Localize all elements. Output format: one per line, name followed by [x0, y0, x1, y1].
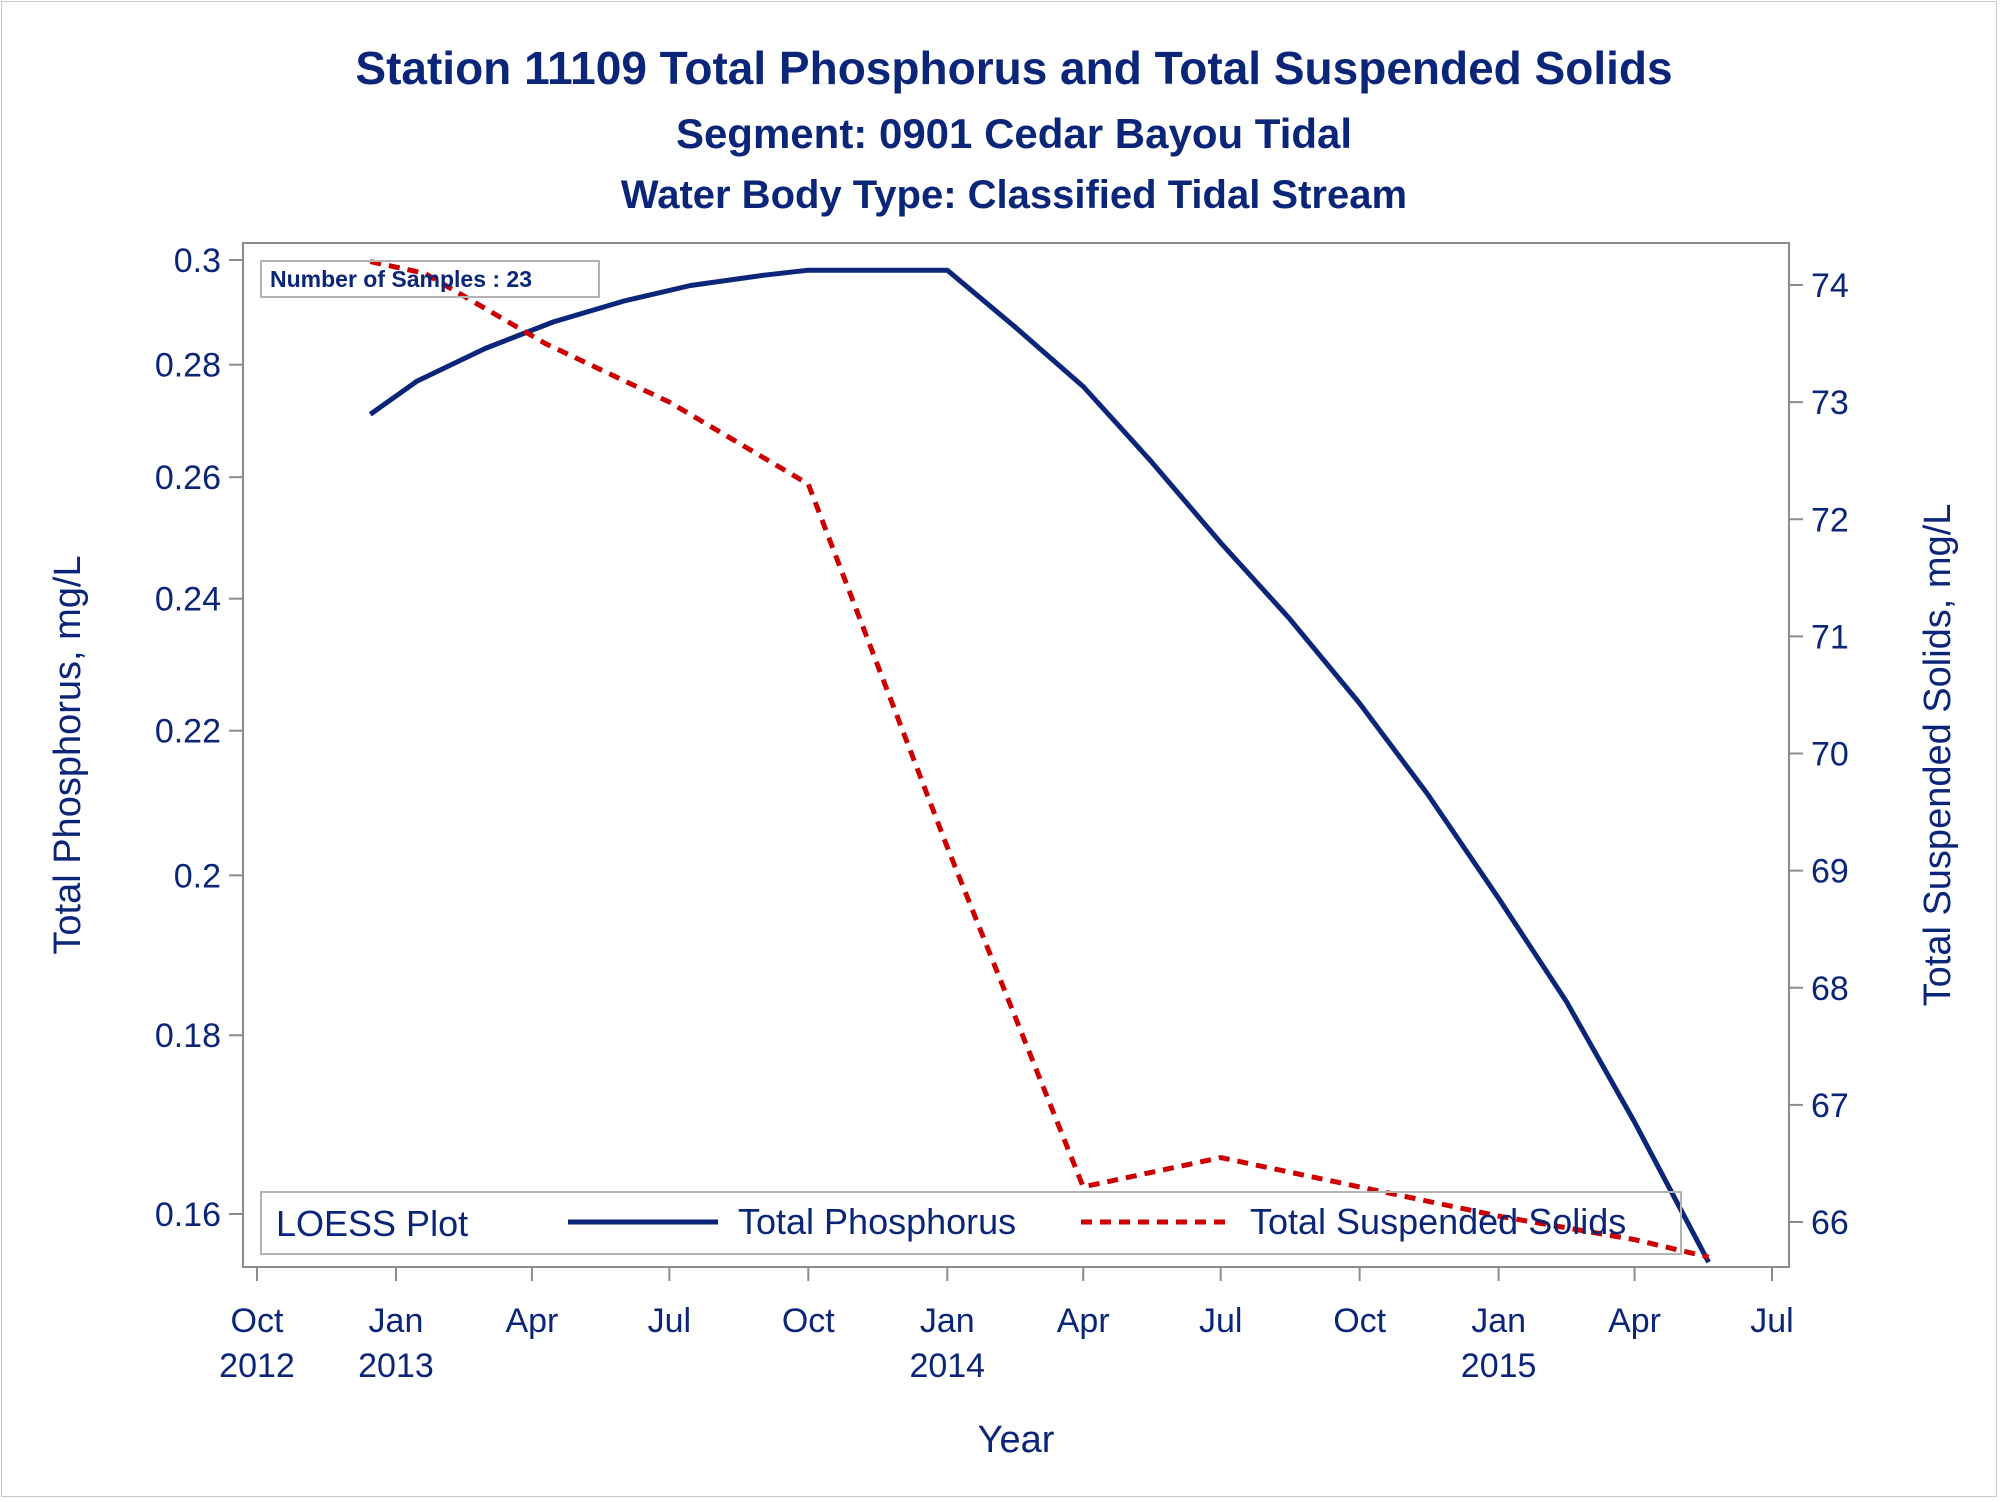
y-tick-label: 0.16 [155, 1196, 221, 1234]
y-axis-left: 0.16 0.18 0.2 0.22 0.24 0.26 0.28 0.3 [155, 242, 243, 1234]
y-tick-label: 0.22 [155, 713, 221, 751]
y2-tick-label: 69 [1811, 853, 1849, 891]
y2-tick-label: 70 [1811, 736, 1849, 774]
x-tick-label-month: Jan [1471, 1302, 1526, 1340]
plot-area [242, 242, 1790, 1268]
x-tick-label-month: Jul [1750, 1302, 1793, 1340]
series-line-total-phosphorus [368, 267, 1711, 1264]
x-tick-label-month: Oct [1333, 1302, 1386, 1340]
legend: LOESS Plot Total Phosphorus Total Suspen… [260, 1191, 1682, 1255]
y2-tick-label: 67 [1811, 1087, 1849, 1125]
y2-tick-label: 71 [1811, 618, 1849, 656]
series-line-total-suspended-solids [369, 259, 1710, 1260]
x-tick-label-month: Jul [1199, 1302, 1242, 1340]
x-tick-label-year: 2015 [1461, 1347, 1537, 1385]
sample-count-annotation: Number of Samples : 23 [260, 260, 600, 298]
chart-subtitle: Segment: 0901 Cedar Bayou Tidal [676, 110, 1352, 157]
x-tick-label-month: Apr [505, 1302, 558, 1340]
legend-label-total-phosphorus: Total Phosphorus [738, 1201, 1016, 1242]
y2-axis-label: Total Suspended Solids, mg/L [1917, 504, 1959, 1007]
annotation-text: Number of Samples : 23 [270, 266, 532, 292]
y-tick-label: 0.24 [155, 581, 221, 619]
y-tick-label: 0.26 [155, 459, 221, 497]
y-tick-label: 0.28 [155, 347, 221, 385]
x-tick-label-month: Jan [369, 1302, 424, 1340]
y-tick-label: 0.3 [174, 242, 221, 280]
legend-box [260, 1191, 1682, 1255]
chart-title: Station 11109 Total Phosphorus and Total… [355, 42, 1672, 94]
x-tick-label-month: Jan [920, 1302, 975, 1340]
y-axis-label: Total Phosphorus, mg/L [47, 555, 89, 954]
legend-title: LOESS Plot [276, 1203, 468, 1244]
y2-tick-label: 73 [1811, 384, 1849, 422]
x-tick-label-month: Oct [782, 1302, 835, 1340]
y2-tick-label: 66 [1811, 1204, 1849, 1242]
x-tick-label-year: 2012 [219, 1347, 295, 1385]
legend-label-total-suspended-solids: Total Suspended Solids [1250, 1201, 1626, 1242]
annotation-box [260, 260, 600, 298]
x-axis: Oct 2012 Jan 2013 Apr Jul Oct Jan 2014 Apr Jul Oct J… [219, 1267, 1794, 1385]
y-axis-right: 66 67 68 69 70 71 72 73 74 [1789, 267, 1849, 1242]
x-tick-label-month: Apr [1057, 1302, 1110, 1340]
y2-tick-label: 68 [1811, 970, 1849, 1008]
x-tick-label-year: 2013 [358, 1347, 434, 1385]
x-axis-label: Year [978, 1419, 1055, 1461]
x-tick-label-year: 2014 [909, 1347, 985, 1385]
x-tick-label-month: Jul [648, 1302, 691, 1340]
series-layer [368, 259, 1711, 1264]
x-tick-label-month: Oct [231, 1302, 284, 1340]
y-tick-label: 0.18 [155, 1017, 221, 1055]
y-tick-label: 0.2 [174, 857, 221, 895]
y2-tick-label: 72 [1811, 501, 1849, 539]
x-tick-label-month: Apr [1608, 1302, 1661, 1340]
chart-subtitle-2: Water Body Type: Classified Tidal Stream [621, 173, 1407, 217]
y2-tick-label: 74 [1811, 267, 1849, 305]
